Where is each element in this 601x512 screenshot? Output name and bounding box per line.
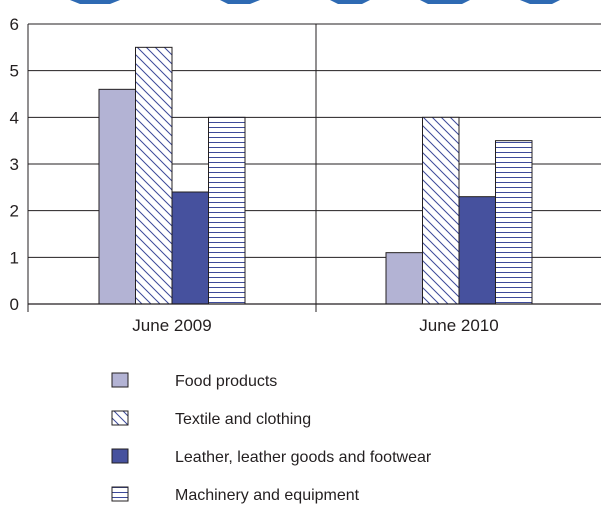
legend-item-machinery-and-equipment: Machinery and equipment [111, 486, 360, 504]
y-tick-label-2: 2 [10, 202, 19, 221]
cut-off-title-fragment [70, 0, 560, 4]
bar-machinery-and-equipment-june-2009 [208, 116, 246, 305]
bar-textile-and-clothing-june-2009 [135, 46, 173, 305]
legend-swatch-textile-and-clothing [111, 410, 129, 426]
x-tick-label-june-2010: June 2010 [419, 316, 498, 335]
legend-swatch-food-products [111, 372, 129, 388]
y-tick-label-0: 0 [10, 295, 19, 314]
legend: Food products Textile and clothing Leather… [111, 372, 432, 504]
legend-label-machinery-and-equipment: Machinery and equipment [175, 487, 360, 504]
y-tick-label-1: 1 [10, 248, 19, 267]
legend-swatch-leather-leather-goods-and-footwear [111, 448, 129, 464]
bar-food-products-june-2009 [98, 88, 136, 305]
legend-item-leather-leather-goods-and-footwear: Leather, leather goods and footwear [111, 448, 432, 466]
y-tick-label-6: 6 [10, 15, 19, 34]
y-tick-label-4: 4 [10, 108, 19, 127]
y-tick-label-5: 5 [10, 62, 19, 81]
legend-label-leather-leather-goods-and-footwear: Leather, leather goods and footwear [175, 449, 432, 466]
bar-machinery-and-equipment-june-2010 [495, 140, 533, 305]
legend-item-food-products: Food products [111, 372, 277, 390]
bars-layer [98, 46, 533, 305]
legend-swatch-machinery-and-equipment [111, 486, 129, 502]
legend-item-textile-and-clothing: Textile and clothing [111, 410, 311, 428]
bar-leather-leather-goods-and-footwear-june-2009 [171, 191, 209, 305]
bar-food-products-june-2010 [385, 252, 423, 305]
tick-labels-layer: 0 1 2 3 4 5 6 June 2009 June 2010 [10, 15, 499, 335]
bar-textile-and-clothing-june-2010 [422, 116, 460, 305]
bar-leather-leather-goods-and-footwear-june-2010 [458, 196, 496, 305]
y-tick-label-3: 3 [10, 155, 19, 174]
legend-label-food-products: Food products [175, 373, 277, 390]
x-tick-label-june-2009: June 2009 [132, 316, 211, 335]
legend-label-textile-and-clothing: Textile and clothing [175, 411, 311, 428]
axes-layer [27, 24, 601, 312]
